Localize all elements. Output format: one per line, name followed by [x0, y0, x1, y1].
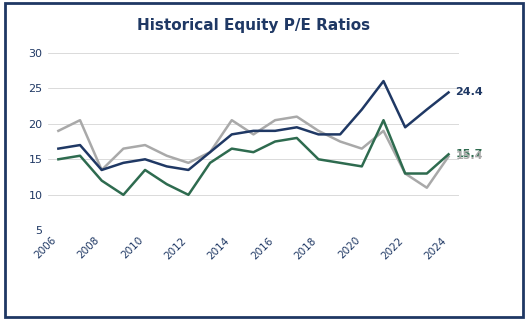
Text: 24.4: 24.4: [456, 87, 483, 98]
Text: 15.7: 15.7: [456, 149, 483, 159]
Title: Historical Equity P/E Ratios: Historical Equity P/E Ratios: [137, 18, 370, 33]
Legend: Large Cap, Small Cap, Non-U.S. Dev: Large Cap, Small Cap, Non-U.S. Dev: [59, 316, 382, 320]
Text: 15.4: 15.4: [456, 151, 483, 162]
